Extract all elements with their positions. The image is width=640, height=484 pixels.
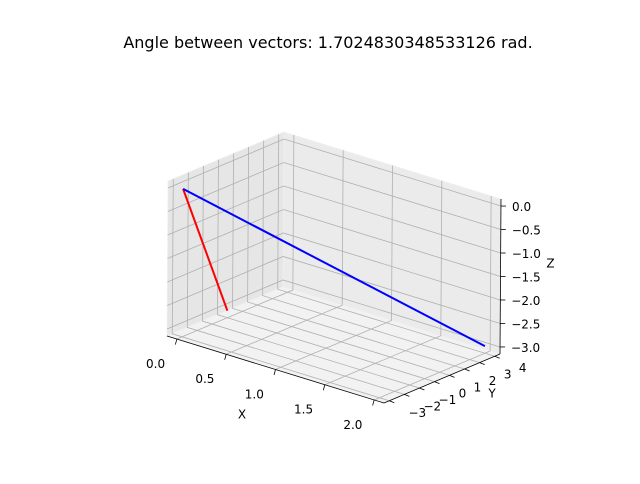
x-tick-label: 0.5 bbox=[195, 372, 214, 386]
x-gridline bbox=[275, 165, 393, 370]
y-tick bbox=[419, 387, 425, 391]
x-tick-label: 0.0 bbox=[146, 357, 165, 371]
x-tick-label: 1.5 bbox=[294, 403, 313, 417]
x-tick bbox=[224, 354, 227, 360]
y-tick bbox=[404, 394, 410, 397]
y-gridline bbox=[217, 159, 435, 383]
x-gridline bbox=[176, 135, 295, 340]
y-gridline bbox=[171, 178, 390, 402]
x-tick-label: 2.0 bbox=[343, 418, 362, 432]
z-tick-label: −2.0 bbox=[511, 294, 540, 308]
y-axis-line bbox=[383, 353, 501, 404]
x-gridline bbox=[226, 150, 344, 355]
x-tick bbox=[322, 384, 326, 391]
y-tick-label: 0 bbox=[459, 387, 467, 401]
chart-title: Angle between vectors: 1.702483034853312… bbox=[123, 33, 533, 52]
series-line-1 bbox=[182, 188, 229, 312]
x-tick-label: 1.0 bbox=[245, 387, 264, 401]
y-tick-label: 2 bbox=[489, 374, 497, 388]
x-tick bbox=[174, 338, 178, 345]
z-tick-label: −2.5 bbox=[511, 318, 540, 332]
y-tick bbox=[494, 355, 500, 359]
y-tick-label: 4 bbox=[519, 361, 527, 375]
z-tick-label: −1.5 bbox=[512, 271, 541, 285]
z-gridline bbox=[167, 162, 501, 230]
z-tick-label: −3.0 bbox=[511, 341, 540, 355]
series-lines bbox=[182, 187, 486, 348]
z-gridline bbox=[167, 256, 501, 324]
grid-lines bbox=[166, 134, 502, 402]
y-gridline bbox=[201, 166, 420, 389]
y-tick-label: −3 bbox=[408, 406, 426, 420]
y-tick bbox=[464, 368, 470, 372]
y-gridline bbox=[277, 134, 495, 357]
y-gridline bbox=[232, 153, 450, 376]
y-tick-label: 3 bbox=[504, 368, 512, 382]
series-line-2 bbox=[182, 187, 486, 348]
y-tick-label: −1 bbox=[439, 393, 457, 407]
z-axis-label: Z bbox=[546, 257, 554, 271]
x-gridline bbox=[324, 180, 443, 386]
z-gridline bbox=[166, 279, 501, 348]
y-tick bbox=[449, 374, 455, 378]
x-tick bbox=[372, 399, 375, 406]
z-gridline bbox=[167, 138, 502, 207]
y-gridline bbox=[186, 172, 405, 395]
y-gridline bbox=[247, 146, 465, 370]
z-gridline bbox=[167, 185, 501, 254]
z-tick-label: 0.0 bbox=[512, 200, 531, 214]
z-tick-label: −1.0 bbox=[512, 247, 541, 261]
y-tick-label: −2 bbox=[423, 399, 441, 413]
axis-lines bbox=[166, 198, 506, 406]
y-tick bbox=[479, 362, 485, 365]
z-gridline bbox=[167, 232, 501, 301]
z-tick-label: −0.5 bbox=[512, 224, 541, 238]
y-axis-label: Y bbox=[487, 387, 496, 401]
x-gridline bbox=[373, 195, 492, 401]
z-gridline bbox=[167, 209, 501, 277]
y-tick bbox=[434, 381, 440, 385]
x-tick bbox=[273, 369, 276, 376]
y-tick-label: 1 bbox=[474, 380, 482, 394]
y-tick bbox=[389, 400, 395, 404]
x-axis-label: X bbox=[238, 407, 246, 421]
tick-labels: 0.0 0.5 1.0 1.5 2.0 −3−2−1 0 1 2 3 4 −3.0 −2.5 −2.0 −1… bbox=[146, 200, 555, 432]
y-gridline bbox=[262, 140, 480, 363]
